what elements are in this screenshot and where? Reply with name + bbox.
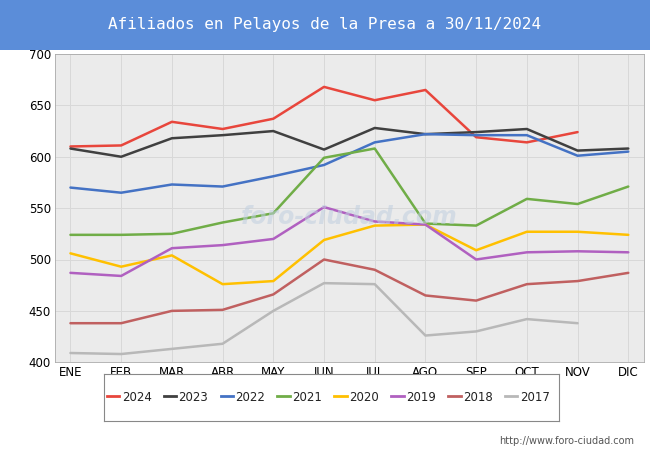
Text: http://www.foro-ciudad.com: http://www.foro-ciudad.com — [499, 436, 634, 446]
Text: 2020: 2020 — [349, 391, 379, 404]
Text: 2021: 2021 — [292, 391, 322, 404]
Text: 2017: 2017 — [520, 391, 550, 404]
Text: 2022: 2022 — [235, 391, 265, 404]
Text: foro-ciudad.com: foro-ciudad.com — [241, 205, 458, 230]
Text: 2023: 2023 — [179, 391, 208, 404]
Text: 2018: 2018 — [463, 391, 493, 404]
Text: 2019: 2019 — [406, 391, 436, 404]
Text: Afiliados en Pelayos de la Presa a 30/11/2024: Afiliados en Pelayos de la Presa a 30/11… — [109, 17, 541, 32]
Text: 2024: 2024 — [122, 391, 151, 404]
